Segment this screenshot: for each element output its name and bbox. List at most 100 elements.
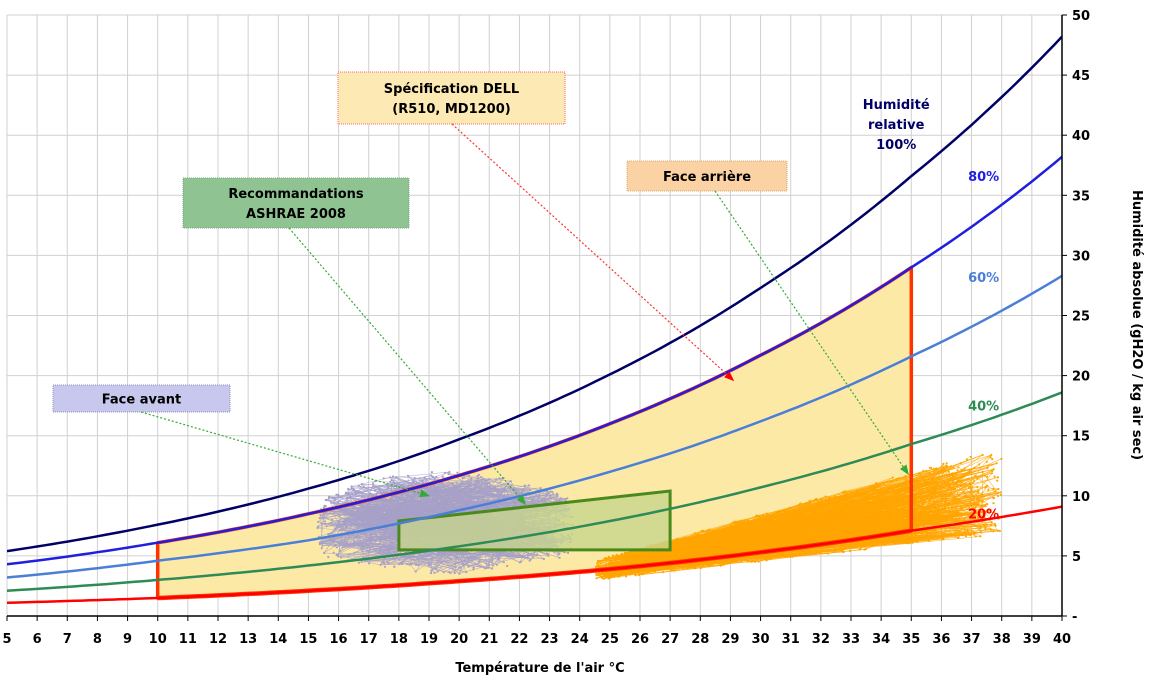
- scatter-point: [325, 525, 328, 528]
- scatter-point: [985, 460, 988, 463]
- scatter-point: [914, 498, 918, 501]
- scatter-point: [744, 538, 748, 541]
- scatter-point: [913, 533, 916, 536]
- scatter-point: [381, 523, 384, 526]
- scatter-point: [832, 499, 835, 502]
- scatter-point: [382, 504, 385, 507]
- scatter-point: [904, 506, 907, 509]
- scatter-point: [725, 539, 729, 542]
- scatter-point: [543, 497, 546, 500]
- scatter-point: [805, 504, 808, 507]
- scatter-point: [556, 493, 559, 496]
- scatter-point: [829, 511, 832, 514]
- scatter-point: [680, 541, 683, 544]
- scatter-point: [627, 562, 630, 565]
- scatter-point: [658, 566, 661, 569]
- scatter-point: [956, 501, 959, 505]
- scatter-point: [430, 488, 433, 492]
- scatter-point: [943, 519, 946, 523]
- scatter-point: [532, 556, 535, 559]
- scatter-point: [496, 554, 499, 557]
- scatter-point: [772, 516, 775, 519]
- scatter-point: [803, 526, 806, 529]
- scatter-point: [897, 518, 900, 522]
- scatter-point: [959, 462, 962, 465]
- scatter-point: [900, 521, 903, 525]
- scatter-point: [727, 526, 730, 530]
- scatter-point: [839, 546, 842, 550]
- annotation-text: Face arrière: [663, 170, 751, 185]
- scatter-point: [401, 511, 404, 514]
- scatter-point: [605, 573, 608, 576]
- scatter-point: [986, 466, 989, 469]
- scatter-point: [360, 560, 363, 563]
- scatter-point: [547, 492, 550, 495]
- scatter-point: [795, 542, 799, 545]
- x-tick-label: 21: [480, 632, 498, 647]
- scatter-point: [373, 489, 377, 492]
- scatter-point: [844, 512, 847, 515]
- scatter-point: [365, 524, 368, 527]
- scatter-point: [533, 551, 536, 554]
- scatter-point: [323, 513, 326, 517]
- scatter-point: [691, 534, 694, 537]
- scatter-point: [334, 544, 337, 547]
- scatter-point: [953, 512, 956, 515]
- scatter-point: [465, 571, 468, 574]
- scatter-point: [838, 495, 841, 498]
- scatter-point: [476, 474, 479, 477]
- scatter-point: [414, 563, 418, 567]
- scatter-point: [690, 537, 693, 541]
- scatter-point: [410, 562, 413, 565]
- scatter-point: [877, 530, 880, 533]
- scatter-point: [716, 537, 719, 540]
- scatter-point: [460, 560, 464, 563]
- scatter-point: [557, 553, 560, 556]
- scatter-point: [771, 534, 774, 537]
- y-tick-label: 30: [1072, 249, 1090, 264]
- scatter-point: [857, 493, 861, 496]
- scatter-point: [834, 504, 837, 507]
- scatter-point: [880, 514, 883, 517]
- scatter-point: [470, 555, 473, 559]
- scatter-point: [882, 511, 886, 514]
- scatter-point: [599, 562, 602, 565]
- scatter-point: [867, 496, 870, 499]
- scatter-point: [876, 500, 879, 503]
- annotation-text: ASHRAE 2008: [246, 207, 346, 222]
- scatter-point: [816, 535, 819, 538]
- curve-label-40: 40%: [968, 399, 999, 414]
- scatter-point: [368, 520, 371, 524]
- scatter-point: [540, 499, 544, 502]
- scatter-point: [849, 501, 853, 504]
- scatter-point: [794, 550, 797, 553]
- scatter-point: [369, 534, 372, 537]
- scatter-point: [437, 507, 440, 510]
- scatter-point: [775, 554, 778, 558]
- x-tick-label: 17: [360, 632, 378, 647]
- scatter-point: [453, 571, 456, 575]
- scatter-point: [483, 567, 486, 570]
- scatter-point: [441, 482, 444, 485]
- scatter-point: [641, 555, 645, 558]
- scatter-point: [714, 546, 717, 550]
- y-tick-label: 50: [1072, 9, 1090, 24]
- scatter-point: [872, 524, 875, 528]
- scatter-point: [332, 551, 335, 554]
- scatter-point: [692, 547, 695, 550]
- scatter-point: [702, 529, 705, 533]
- scatter-point: [366, 538, 369, 541]
- scatter-point: [766, 554, 769, 558]
- scatter-point: [957, 498, 960, 501]
- scatter-point: [777, 523, 780, 527]
- scatter-point: [914, 539, 917, 542]
- scatter-point: [476, 483, 479, 486]
- scatter-point: [515, 555, 519, 558]
- scatter-point: [672, 565, 675, 568]
- scatter-point: [681, 537, 684, 540]
- scatter-point: [836, 506, 839, 509]
- scatter-point: [775, 535, 778, 538]
- scatter-point: [891, 515, 894, 518]
- scatter-point: [662, 556, 665, 559]
